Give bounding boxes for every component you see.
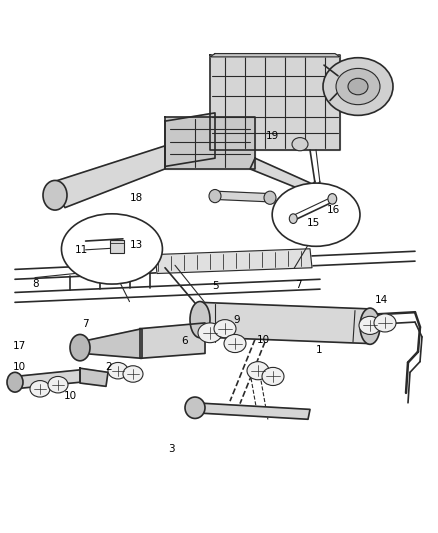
Ellipse shape — [289, 214, 297, 223]
Polygon shape — [198, 302, 369, 343]
Ellipse shape — [48, 376, 68, 393]
Ellipse shape — [190, 302, 209, 338]
Polygon shape — [15, 370, 80, 389]
Polygon shape — [50, 146, 165, 208]
Ellipse shape — [70, 334, 90, 361]
Ellipse shape — [123, 366, 143, 382]
Bar — [110, 240, 124, 253]
Text: 7: 7 — [294, 280, 301, 290]
Polygon shape — [213, 191, 269, 202]
Text: 3: 3 — [167, 443, 174, 454]
Ellipse shape — [108, 362, 128, 379]
Polygon shape — [80, 329, 141, 358]
Text: 14: 14 — [374, 295, 388, 305]
Polygon shape — [193, 403, 309, 419]
Polygon shape — [80, 368, 108, 386]
Ellipse shape — [208, 190, 220, 203]
Text: 11: 11 — [74, 245, 88, 255]
Polygon shape — [209, 54, 339, 57]
Text: 19: 19 — [265, 131, 278, 141]
Ellipse shape — [7, 373, 23, 392]
Text: 13: 13 — [129, 240, 142, 251]
Text: 7: 7 — [82, 319, 89, 328]
Ellipse shape — [223, 334, 245, 352]
Polygon shape — [165, 113, 215, 166]
Text: 9: 9 — [233, 315, 240, 325]
Ellipse shape — [247, 361, 268, 379]
Text: 8: 8 — [32, 279, 39, 289]
Ellipse shape — [30, 381, 50, 397]
Polygon shape — [140, 323, 205, 358]
Text: 10: 10 — [256, 335, 269, 345]
Text: 10: 10 — [64, 391, 77, 401]
Ellipse shape — [61, 214, 162, 284]
Ellipse shape — [347, 78, 367, 95]
Polygon shape — [165, 117, 254, 169]
Text: 2: 2 — [105, 362, 112, 373]
Ellipse shape — [43, 181, 67, 210]
Text: 15: 15 — [307, 219, 320, 229]
Ellipse shape — [263, 191, 276, 204]
Text: 1: 1 — [315, 345, 322, 355]
Ellipse shape — [358, 316, 380, 334]
Text: 17: 17 — [13, 341, 26, 351]
Ellipse shape — [327, 193, 336, 204]
Ellipse shape — [335, 68, 379, 104]
Polygon shape — [249, 158, 309, 191]
Ellipse shape — [272, 183, 359, 246]
Ellipse shape — [198, 323, 222, 343]
Ellipse shape — [359, 308, 379, 344]
Text: 10: 10 — [13, 362, 26, 373]
Ellipse shape — [322, 58, 392, 115]
Ellipse shape — [261, 367, 283, 385]
Ellipse shape — [373, 314, 395, 332]
Ellipse shape — [184, 397, 205, 418]
Text: 18: 18 — [129, 193, 142, 204]
Text: 6: 6 — [180, 336, 187, 346]
Ellipse shape — [291, 138, 307, 151]
Ellipse shape — [213, 320, 236, 338]
Text: 5: 5 — [211, 281, 218, 291]
Polygon shape — [209, 55, 339, 150]
Polygon shape — [155, 249, 311, 273]
Text: 16: 16 — [326, 205, 339, 215]
